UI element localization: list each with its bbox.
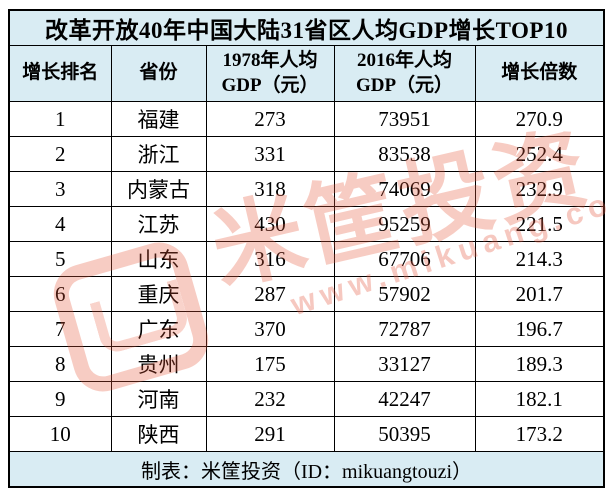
- table-cell: 175: [205, 346, 335, 382]
- table-cell: 83538: [333, 136, 476, 172]
- table-cell: 河南: [110, 381, 207, 417]
- table-cell: 291: [205, 416, 335, 452]
- table-cell: 内蒙古: [110, 171, 207, 207]
- column-header-province: 省份: [110, 45, 207, 102]
- table-cell: 214.3: [474, 241, 605, 277]
- table-cell: 福建: [110, 101, 207, 137]
- table-row: 7 广东 370 72787 196.7: [8, 311, 605, 347]
- table-cell: 57902: [333, 276, 476, 312]
- table-cell: 316: [205, 241, 335, 277]
- table-cell: 67706: [333, 241, 476, 277]
- table-cell: 1: [8, 101, 112, 137]
- table-cell: 6: [8, 276, 112, 312]
- table-row: 6 重庆 287 57902 201.7: [8, 276, 605, 312]
- table-cell: 370: [205, 311, 335, 347]
- table-cell: 73951: [333, 101, 476, 137]
- table-cell: 189.3: [474, 346, 605, 382]
- table-title: 改革开放40年中国大陆31省区人均GDP增长TOP10: [8, 9, 605, 46]
- table-row: 8 贵州 175 33127 189.3: [8, 346, 605, 382]
- table-cell: 318: [205, 171, 335, 207]
- table-cell: 8: [8, 346, 112, 382]
- table-cell: 重庆: [110, 276, 207, 312]
- table-cell: 273: [205, 101, 335, 137]
- table-cell: 72787: [333, 311, 476, 347]
- table-row: 1 福建 273 73951 270.9: [8, 101, 605, 137]
- column-header-gdp-2016: 2016年人均 GDP（元）: [333, 45, 476, 102]
- table-cell: 252.4: [474, 136, 605, 172]
- table-cell: 陕西: [110, 416, 207, 452]
- table-cell: 9: [8, 381, 112, 417]
- column-header-rank: 增长排名: [8, 45, 112, 102]
- table-body: 1 福建 273 73951 270.9 2 浙江 331 83538 252.4 3 内蒙古 318 7…: [8, 101, 605, 452]
- table-footer-row: 制表：米筐投资（ID：mikuangtouzi）: [8, 451, 605, 488]
- table-cell: 贵州: [110, 346, 207, 382]
- table-cell: 331: [205, 136, 335, 172]
- table-cell: 5: [8, 241, 112, 277]
- table-cell: 173.2: [474, 416, 605, 452]
- table-row: 2 浙江 331 83538 252.4: [8, 136, 605, 172]
- table-cell: 7: [8, 311, 112, 347]
- table-row: 3 内蒙古 318 74069 232.9: [8, 171, 605, 207]
- column-header-gdp-1978: 1978年人均 GDP（元）: [205, 45, 335, 102]
- table-header-row: 增长排名 省份 1978年人均 GDP（元） 2016年人均 GDP（元） 增长…: [8, 45, 605, 102]
- table-cell: 江苏: [110, 206, 207, 242]
- table-row: 9 河南 232 42247 182.1: [8, 381, 605, 417]
- table-cell: 182.1: [474, 381, 605, 417]
- gdp-growth-table-wrap: 改革开放40年中国大陆31省区人均GDP增长TOP10 增长排名 省份 1978…: [8, 9, 606, 488]
- gdp-growth-table: 改革开放40年中国大陆31省区人均GDP增长TOP10 增长排名 省份 1978…: [8, 9, 606, 488]
- table-cell: 221.5: [474, 206, 605, 242]
- table-row: 5 山东 316 67706 214.3: [8, 241, 605, 277]
- table-cell: 95259: [333, 206, 476, 242]
- table-row: 10 陕西 291 50395 173.2: [8, 416, 605, 452]
- table-cell: 广东: [110, 311, 207, 347]
- table-cell: 10: [8, 416, 112, 452]
- table-cell: 33127: [333, 346, 476, 382]
- table-cell: 山东: [110, 241, 207, 277]
- table-cell: 201.7: [474, 276, 605, 312]
- table-cell: 浙江: [110, 136, 207, 172]
- table-row: 4 江苏 430 95259 221.5: [8, 206, 605, 242]
- table-cell: 430: [205, 206, 335, 242]
- table-cell: 2: [8, 136, 112, 172]
- table-cell: 4: [8, 206, 112, 242]
- table-footer-credit: 制表：米筐投资（ID：mikuangtouzi）: [8, 451, 605, 488]
- table-cell: 74069: [333, 171, 476, 207]
- table-title-row: 改革开放40年中国大陆31省区人均GDP增长TOP10: [8, 9, 605, 46]
- table-cell: 270.9: [474, 101, 605, 137]
- column-header-growth-multiple: 增长倍数: [474, 45, 605, 102]
- table-cell: 232.9: [474, 171, 605, 207]
- table-cell: 3: [8, 171, 112, 207]
- table-cell: 196.7: [474, 311, 605, 347]
- table-cell: 287: [205, 276, 335, 312]
- table-cell: 50395: [333, 416, 476, 452]
- table-cell: 232: [205, 381, 335, 417]
- table-cell: 42247: [333, 381, 476, 417]
